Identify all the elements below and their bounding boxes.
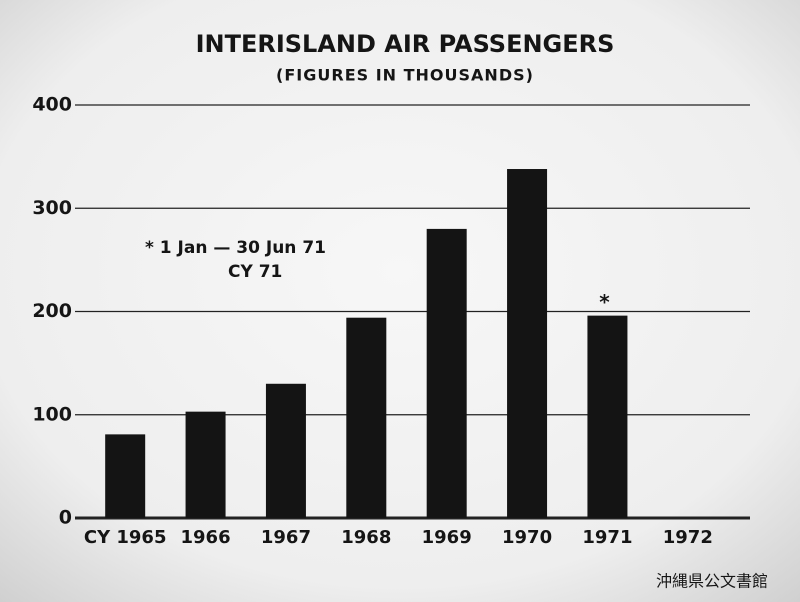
x-tick-label: CY 1965: [84, 527, 167, 548]
bar: [185, 411, 226, 518]
y-tick-label: 200: [32, 300, 72, 322]
bar: [105, 434, 146, 518]
note-line: * 1 Jan — 30 Jun 71: [145, 238, 326, 258]
chart-subtitle: (FIGURES IN THOUSANDS): [276, 66, 534, 85]
watermark: 沖縄県公文書館: [656, 572, 768, 591]
y-tick-label: 0: [59, 507, 72, 529]
x-tick-label: 1966: [181, 527, 231, 548]
x-tick-label: 1970: [502, 527, 552, 548]
bar: [265, 383, 306, 518]
x-tick-label: 1972: [663, 527, 713, 548]
bar: [587, 315, 628, 518]
note-line: CY 71: [228, 262, 282, 282]
chart-title: INTERISLAND AIR PASSENGERS: [196, 30, 615, 58]
bar: [346, 317, 387, 518]
y-tick-label: 300: [32, 197, 72, 219]
y-tick-label: 100: [32, 403, 72, 425]
annotation: *: [599, 290, 610, 314]
y-tick-label: 400: [32, 94, 72, 116]
bar: [507, 169, 548, 518]
x-tick-label: 1971: [582, 527, 632, 548]
x-tick-label: 1969: [422, 527, 472, 548]
x-tick-label: 1967: [261, 527, 311, 548]
x-tick-label: 1968: [341, 527, 391, 548]
bar: [426, 228, 467, 518]
